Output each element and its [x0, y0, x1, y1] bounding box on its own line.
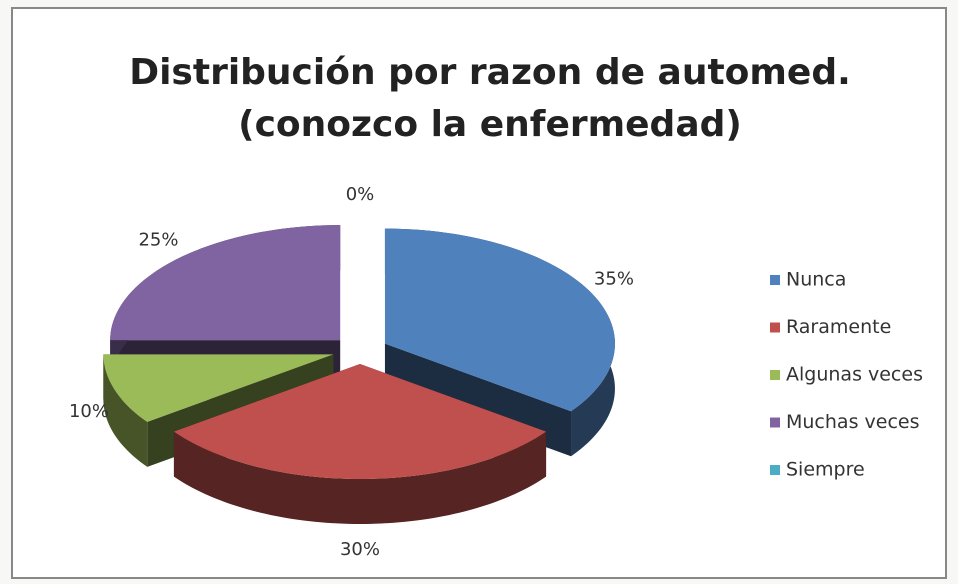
legend-swatch	[770, 322, 780, 333]
chart-title: Distribución por razon de automed.	[129, 52, 851, 93]
slice-wall	[173, 431, 547, 524]
slice-top	[384, 228, 615, 412]
data-label: 35%	[594, 269, 634, 290]
legend-swatch	[770, 275, 780, 285]
legend-label: Muchas veces	[786, 411, 919, 433]
data-label: 10%	[69, 401, 109, 422]
chart-title: (conozco la enfermedad)	[238, 104, 742, 145]
legend-swatch	[770, 370, 780, 380]
legend-swatch	[770, 417, 780, 428]
slice-top	[110, 225, 341, 341]
legend-label: Algunas veces	[786, 364, 923, 386]
data-label: 25%	[138, 229, 178, 250]
slice-wall	[103, 354, 148, 467]
slice-top	[103, 354, 334, 422]
data-label: 0%	[346, 184, 375, 205]
legend-swatch	[770, 465, 780, 475]
slice-top	[173, 364, 547, 479]
data-label: 30%	[340, 539, 380, 560]
pie-slice	[173, 364, 547, 524]
legend-label: Raramente	[786, 316, 891, 338]
legend-label: Nunca	[786, 269, 846, 291]
legend-label: Siempre	[786, 459, 865, 481]
